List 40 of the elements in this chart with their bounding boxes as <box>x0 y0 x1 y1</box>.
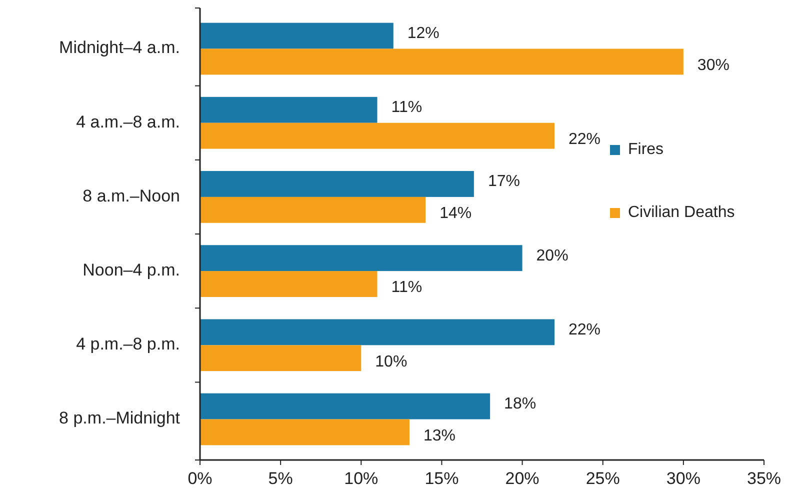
bar <box>200 171 474 197</box>
data-label: 13% <box>423 427 456 444</box>
y-tick-label: 8 p.m.–Midnight <box>59 408 180 428</box>
legend-label: Fires <box>628 141 664 158</box>
bar <box>200 419 410 446</box>
y-tick-label: 4 p.m.–8 p.m. <box>76 334 180 354</box>
data-label: 18% <box>504 395 536 413</box>
bar <box>200 271 378 297</box>
bar <box>200 48 684 75</box>
data-label: 22% <box>568 131 601 148</box>
y-tick-label: Midnight–4 a.m. <box>59 38 180 58</box>
legend-label: Civilian Deaths <box>628 204 735 222</box>
x-tick-label: 30% <box>666 469 700 488</box>
y-tick-label: 4 a.m.–8 a.m. <box>76 112 180 132</box>
bar <box>200 245 522 272</box>
bar <box>200 319 555 346</box>
y-tick-label: 8 a.m.–Noon <box>82 186 180 206</box>
data-label: 30% <box>697 56 730 74</box>
y-tick-label: Noon–4 p.m. <box>82 260 180 280</box>
data-label: 12% <box>407 25 440 42</box>
x-tick-label: 0% <box>188 469 212 488</box>
bar <box>200 22 394 49</box>
x-tick-label: 20% <box>505 469 540 488</box>
data-label: 11% <box>391 99 422 116</box>
bar <box>200 122 555 149</box>
x-tick-label: 5% <box>268 469 293 488</box>
data-label: 11% <box>391 279 422 296</box>
data-label: 20% <box>536 247 568 264</box>
x-tick-label: 10% <box>344 469 378 488</box>
bar <box>200 393 490 420</box>
data-label: 22% <box>568 321 601 338</box>
data-label: 10% <box>375 353 408 370</box>
x-tick-label: 35% <box>746 469 782 488</box>
x-tick-label: 15% <box>424 469 459 488</box>
bar <box>200 96 378 123</box>
bar <box>200 345 362 372</box>
bar <box>200 196 426 223</box>
data-label: 17% <box>488 173 520 190</box>
data-label: 14% <box>440 205 472 222</box>
x-tick-label: 25% <box>586 469 620 488</box>
